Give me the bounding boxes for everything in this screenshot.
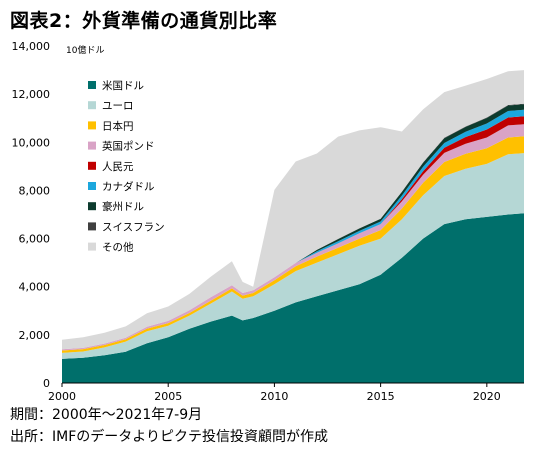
area-series-2 — [62, 136, 524, 353]
legend-swatch — [88, 141, 96, 150]
y-tick-label: 4,000 — [19, 281, 51, 294]
y-tick-label: 10,000 — [12, 136, 51, 149]
y-tick-label: 2,000 — [19, 329, 51, 342]
unit-label: 10億ドル — [66, 44, 104, 56]
y-tick-label: 8,000 — [19, 184, 51, 197]
legend-swatch — [88, 202, 96, 211]
legend-swatch — [88, 161, 96, 170]
axes: 0 2,000 4,000 6,000 8,000 10,000 12,000 14,000 2… — [12, 40, 524, 403]
y-tick-label: 6,000 — [19, 233, 51, 246]
source-note: 出所：IMFのデータよりピクテ投信投資顧問が作成 — [10, 429, 328, 445]
legend-label: その他 — [102, 241, 134, 254]
stacked-area-chart: 0 2,000 4,000 6,000 8,000 10,000 12,000 14,000 2… — [12, 40, 524, 403]
area-series-4 — [62, 116, 524, 350]
legend-swatch — [88, 222, 96, 231]
legend-swatch — [88, 242, 96, 251]
x-tick-label: 2000 — [48, 390, 76, 403]
legend-swatch — [88, 101, 96, 110]
legend-label: 英国ポンド — [102, 140, 155, 153]
legend-label: 豪州ドル — [102, 200, 144, 213]
legend-label: カナダドル — [102, 180, 155, 193]
x-tick-label: 2010 — [260, 390, 288, 403]
legend-swatch — [88, 182, 96, 190]
x-tick-label: 2005 — [154, 390, 182, 403]
area-series-0 — [62, 213, 524, 383]
legend-label: 人民元 — [102, 161, 134, 173]
area-series-1 — [62, 153, 524, 359]
x-tick-label: 2015 — [367, 390, 395, 403]
legend-label: 日本円 — [102, 119, 134, 132]
y-tick-label: 14,000 — [12, 40, 51, 53]
legend-label: スイスフラン — [102, 221, 165, 233]
legend-label: ユーロ — [102, 100, 134, 112]
legend-swatch — [88, 121, 96, 130]
area-series-3 — [62, 124, 524, 351]
area-layer — [62, 70, 524, 383]
legend-swatch — [88, 81, 96, 89]
y-tick-label: 12,000 — [12, 88, 51, 101]
y-tick-label: 0 — [43, 377, 50, 390]
x-tick-label: 2020 — [473, 390, 501, 403]
legend-label: 米国ドル — [102, 79, 144, 92]
chart-title: 図表2：外貨準備の通貨別比率 — [10, 10, 278, 32]
period-note: 期間：2000年～2021年7-9月 — [10, 407, 203, 423]
area-series-8 — [62, 70, 524, 350]
